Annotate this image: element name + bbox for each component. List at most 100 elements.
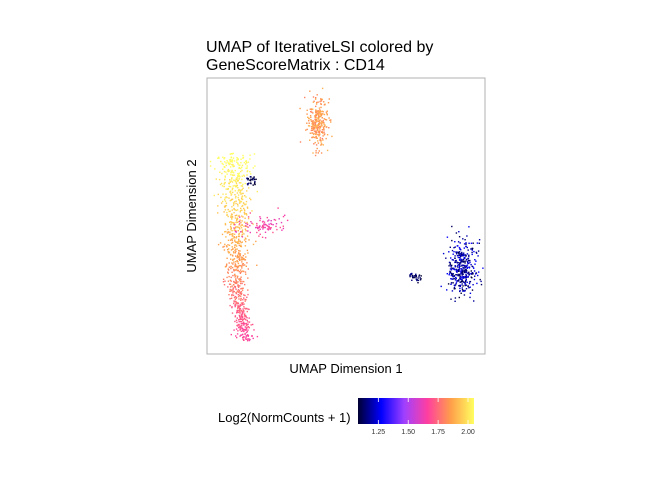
scatter-point [220,182,223,185]
scatter-point [241,169,243,172]
scatter-point [410,273,413,275]
scatter-point [455,283,457,285]
scatter-point [314,116,316,119]
scatter-point [230,233,233,235]
scatter-point [319,112,321,115]
scatter-point [241,236,244,238]
scatter-point [480,283,483,286]
scatter-point [464,266,467,269]
scatter-point [229,239,232,241]
scatter-point [252,179,254,181]
scatter-point [245,316,247,318]
scatter-point [451,225,453,228]
scatter-point [236,209,239,211]
scatter-point [217,193,219,196]
scatter-point [454,265,456,267]
scatter-point [308,125,311,127]
scatter-point [330,119,332,121]
scatter-point [244,298,246,301]
scatter-point [467,272,469,274]
scatter-point [245,325,248,327]
scatter-point [238,226,240,229]
scatter-point [232,287,234,289]
legend-tick-label: 1.75 [431,429,445,436]
scatter-point [314,116,316,118]
y-axis-label: UMAP Dimension 2 [184,159,199,272]
scatter-point [234,197,237,199]
scatter-point [457,241,460,243]
scatter-point [242,204,244,207]
scatter-point [246,296,248,298]
scatter-point [322,132,324,134]
scatter-point [463,252,465,254]
scatter-point [233,258,236,260]
scatter-point [457,273,459,276]
scatter-point [462,276,464,279]
scatter-point [458,275,460,277]
scatter-point [262,224,264,227]
scatter-point [324,133,326,135]
scatter-point [471,289,474,291]
scatter-point [238,258,240,261]
scatter-point [235,301,237,303]
scatter-point [328,127,330,129]
scatter-point [225,245,228,247]
scatter-point [320,120,323,122]
scatter-point [243,264,246,266]
scatter-point [226,160,228,162]
scatter-point [465,243,467,245]
scatter-point [238,166,241,169]
scatter-point [247,326,250,328]
scatter-point [240,276,242,278]
scatter-point [237,291,239,294]
scatter-point [243,303,245,305]
scatter-point [235,296,238,298]
scatter-point [244,307,246,310]
scatter-point [417,282,419,284]
scatter-point [299,107,301,110]
scatter-point [245,308,247,310]
scatter-point [314,125,316,127]
scatter-point [232,174,234,177]
scatter-point [315,109,317,111]
scatter-point [314,98,317,100]
scatter-point [231,235,234,237]
scatter-point [236,192,239,194]
scatter-point [464,239,466,241]
scatter-point [460,262,462,264]
scatter-point [240,278,242,281]
scatter-point [325,119,328,121]
scatter-point [230,216,232,218]
scatter-point [229,221,231,223]
scatter-point [323,113,326,116]
scatter-point [236,310,238,312]
scatter-point [319,126,321,129]
scatter-point [231,171,233,173]
scatter-point [317,113,320,115]
scatter-point [231,239,233,241]
scatter-point [231,178,233,180]
scatter-point [282,215,285,218]
scatter-point [245,327,248,330]
scatter-point [239,320,242,323]
scatter-point [241,280,243,283]
scatter-point [317,110,319,112]
scatter-point [236,336,238,339]
scatter-point [235,244,237,246]
scatter-point [242,328,244,330]
scatter-point [250,198,252,201]
scatter-point [457,256,459,259]
scatter-point [221,162,223,165]
scatter-point [465,288,468,290]
scatter-point [459,285,461,287]
scatter-point [233,252,235,254]
scatter-point [259,217,262,220]
scatter-point [235,282,237,284]
scatter-point [228,262,230,264]
scatter-point [226,173,228,175]
scatter-point [223,211,225,213]
scatter-point [235,278,237,280]
scatter-point [231,246,233,248]
scatter-point [311,127,313,130]
scatter-point [231,213,233,216]
